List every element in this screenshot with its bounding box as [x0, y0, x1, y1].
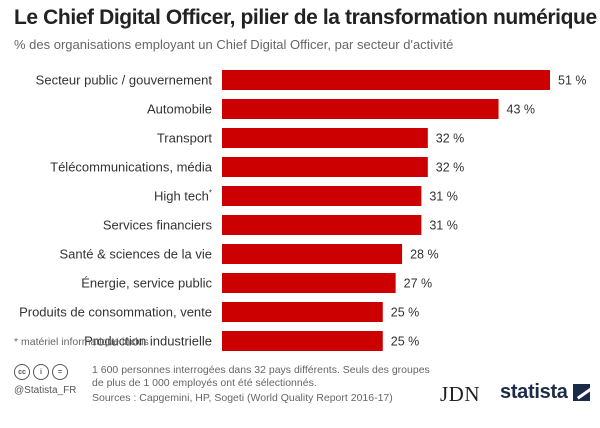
- value-label: 25 %: [391, 306, 420, 320]
- category-label: Énergie, service public: [81, 276, 212, 291]
- bar: [222, 128, 428, 148]
- value-label: 28 %: [410, 248, 439, 262]
- bar: [222, 273, 396, 293]
- category-label: Production industrielle: [84, 334, 212, 349]
- statista-mark-icon: [572, 384, 590, 401]
- category-label: Santé & sciences de la vie: [60, 247, 212, 262]
- category-label: Secteur public / gouvernement: [36, 73, 213, 88]
- survey-note: 1 600 personnes interrogées dans 32 pays…: [92, 364, 430, 390]
- bar: [222, 186, 422, 206]
- category-label: Services financiers: [103, 218, 213, 233]
- category-label: Automobile: [147, 102, 212, 117]
- sources-text: Sources : Capgemini, HP, Sogeti (World Q…: [92, 392, 393, 404]
- statista-logo: statista: [500, 381, 590, 404]
- category-label: Transport: [157, 131, 213, 146]
- category-label: Produits de consommation, vente: [19, 305, 212, 320]
- value-label: 32 %: [436, 132, 465, 146]
- value-label: 31 %: [429, 190, 458, 204]
- bar: [222, 99, 499, 119]
- attribution-icon: i: [33, 364, 49, 380]
- value-label: 43 %: [507, 103, 536, 117]
- social-handle: @Statista_FR: [14, 385, 77, 396]
- jdn-logo: JDN: [440, 382, 481, 406]
- value-label: 31 %: [429, 219, 458, 233]
- category-label: Télécommunications, média: [50, 160, 213, 175]
- bar: [222, 70, 550, 90]
- chart-subtitle: % des organisations employant un Chief D…: [14, 37, 454, 52]
- license-icons: cc i =: [14, 364, 68, 380]
- bar: [222, 244, 403, 264]
- footnote-marker: *: [209, 189, 212, 198]
- chart-title: Le Chief Digital Officer, pilier de la t…: [14, 6, 597, 29]
- category-label: High tech*: [154, 189, 212, 204]
- bar: [222, 331, 383, 351]
- value-label: 51 %: [558, 74, 587, 88]
- bar: [222, 157, 428, 177]
- footnote: * matériel informatique inclus: [14, 336, 149, 348]
- statista-wordmark: statista: [500, 381, 568, 403]
- value-label: 32 %: [436, 161, 465, 175]
- bar: [222, 302, 383, 322]
- value-label: 27 %: [404, 277, 433, 291]
- creative-commons-icon: cc: [14, 364, 30, 380]
- no-derivatives-icon: =: [52, 364, 68, 380]
- bar: [222, 215, 422, 235]
- value-label: 25 %: [391, 335, 420, 349]
